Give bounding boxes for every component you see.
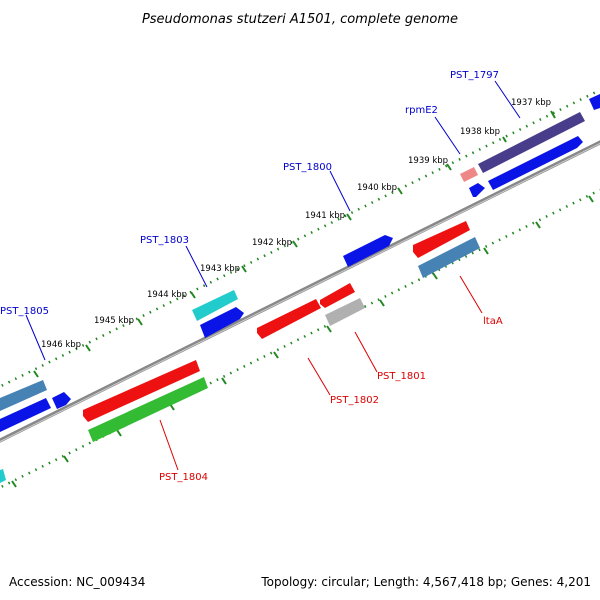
label-leaders bbox=[25, 80, 521, 471]
inner-major-ticks bbox=[11, 195, 594, 488]
gene-label-pst1800[interactable]: PST_1800 bbox=[283, 162, 332, 173]
gene-feature-pst1803-cyan[interactable] bbox=[192, 290, 238, 321]
tick-label: 1942 kbp bbox=[252, 238, 292, 248]
gene-feature-pst1803[interactable] bbox=[200, 307, 244, 338]
outer-ruler bbox=[0, 88, 600, 388]
gene-feature-pst1800[interactable] bbox=[343, 235, 393, 267]
outer-major-ticks bbox=[33, 110, 556, 378]
gene-labels: PST_1797 rpmE2 PST_1800 PST_1803 PST_180… bbox=[0, 70, 503, 483]
map-title: Pseudomonas stutzeri A1501, complete gen… bbox=[142, 12, 458, 27]
gene-feature-cyan-left[interactable] bbox=[0, 469, 6, 483]
tick-label: 1937 kbp bbox=[511, 98, 551, 108]
gene-feature-pst1805[interactable] bbox=[0, 398, 51, 432]
accession-text: Accession: NC_009434 bbox=[9, 575, 145, 589]
tick-label: 1945 kbp bbox=[94, 316, 134, 326]
gene-feature-ltaa-red[interactable] bbox=[413, 221, 470, 258]
gene-feature-rpme2[interactable] bbox=[460, 167, 478, 182]
gene-feature-pst1801[interactable] bbox=[325, 298, 365, 326]
tick-label: 1944 kbp bbox=[147, 290, 187, 300]
tick-labels: 1937 kbp 1938 kbp 1939 kbp 1940 kbp 1941… bbox=[41, 98, 551, 350]
gene-label-rpme2[interactable]: rpmE2 bbox=[405, 105, 438, 116]
gene-feature-small-left[interactable] bbox=[52, 392, 71, 409]
gene-label-pst1802[interactable]: PST_1802 bbox=[330, 395, 379, 406]
gene-feature-pst1797[interactable] bbox=[488, 136, 583, 190]
gene-feature-small-blue[interactable] bbox=[469, 183, 485, 197]
gene-feature-pst1797-top[interactable] bbox=[478, 112, 585, 173]
gene-feature-pst1804[interactable] bbox=[88, 377, 208, 442]
tick-label: 1943 kbp bbox=[200, 264, 240, 274]
gene-label-pst1805[interactable]: PST_1805 bbox=[0, 306, 49, 317]
topology-text: Topology: circular; Length: 4,567,418 bp… bbox=[260, 575, 591, 589]
gene-label-ltaa[interactable]: ltaA bbox=[483, 316, 503, 327]
gene-feature-pst1805-top[interactable] bbox=[0, 380, 47, 411]
gene-label-pst1801[interactable]: PST_1801 bbox=[377, 371, 426, 382]
genome-backbone-highlight bbox=[0, 142, 600, 443]
tick-label: 1946 kbp bbox=[41, 340, 81, 350]
gene-label-pst1803[interactable]: PST_1803 bbox=[140, 235, 189, 246]
gene-label-pst1797[interactable]: PST_1797 bbox=[450, 70, 499, 81]
gene-feature-pst1801-red[interactable] bbox=[320, 283, 355, 308]
gene-feature-pst1804-red[interactable] bbox=[83, 360, 200, 422]
tick-label: 1941 kbp bbox=[305, 211, 345, 221]
inner-ruler bbox=[0, 188, 600, 489]
gene-features bbox=[0, 94, 600, 483]
gene-label-pst1804[interactable]: PST_1804 bbox=[159, 472, 208, 483]
tick-label: 1938 kbp bbox=[460, 127, 500, 137]
genome-backbone bbox=[0, 140, 600, 443]
tick-label: 1939 kbp bbox=[408, 156, 448, 166]
gene-feature-far-right[interactable] bbox=[589, 94, 600, 110]
tick-label: 1940 kbp bbox=[357, 183, 397, 193]
gene-feature-pst1802[interactable] bbox=[257, 299, 321, 339]
gene-feature-ltaa[interactable] bbox=[418, 237, 480, 278]
